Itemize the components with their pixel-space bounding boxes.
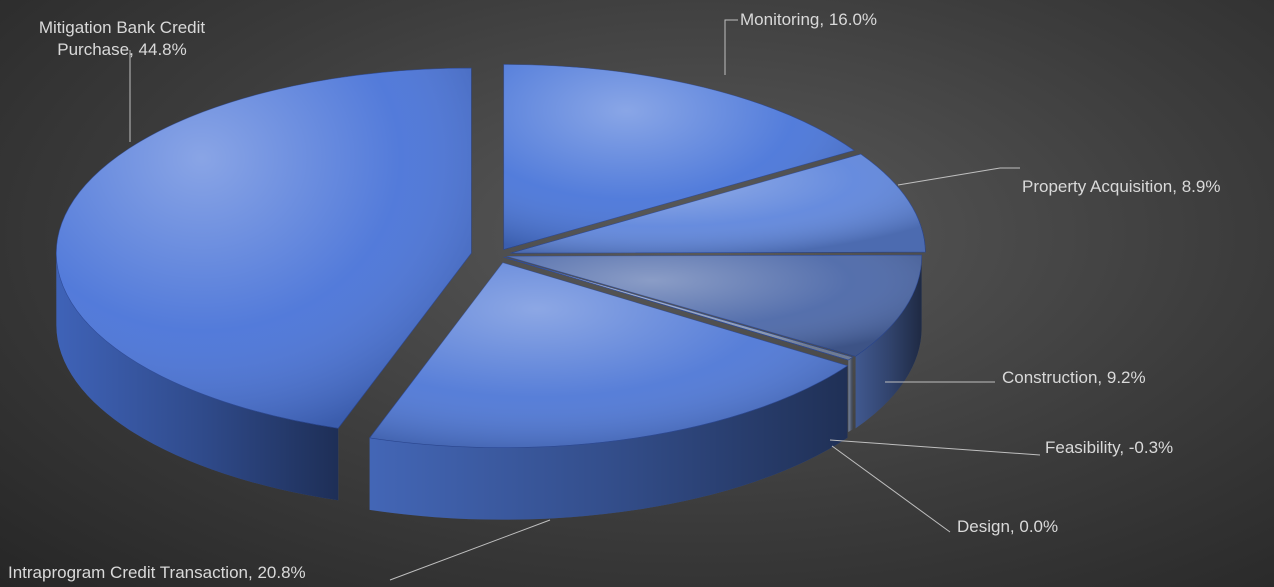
- data-label: Intraprogram Credit Transaction, 20.8%: [8, 563, 306, 582]
- slice-top-shine: [503, 256, 853, 360]
- leader-line: [724, 19, 738, 75]
- slice-tops: [56, 64, 926, 448]
- slice-top-shine: [369, 262, 848, 448]
- leader-line: [831, 445, 951, 533]
- leader-line: [389, 519, 551, 581]
- data-label: Design, 0.0%: [957, 517, 1059, 536]
- slice-side-shade: [855, 256, 922, 429]
- data-label: Property Acquisition, 8.9%: [1022, 177, 1221, 196]
- slice-top-shine: [506, 255, 922, 357]
- slice-top-shine: [510, 154, 926, 254]
- data-label: Construction, 9.2%: [1002, 368, 1146, 387]
- slice-sides: [56, 253, 922, 520]
- slice-side-shade: [56, 253, 339, 501]
- slice-side-shade: [848, 357, 853, 432]
- slice-top-shine: [503, 64, 855, 250]
- data-label: Monitoring, 16.0%: [740, 10, 878, 29]
- leader-line: [829, 439, 1041, 456]
- slice-side-shade: [369, 365, 848, 520]
- leader-line: [897, 167, 1020, 186]
- slice-top-shine: [503, 257, 849, 361]
- data-label: Mitigation Bank Credit Purchase, 44.8%: [38, 18, 206, 59]
- slice-top-shine: [56, 68, 472, 429]
- data-label: Feasibility, -0.3%: [1045, 438, 1174, 457]
